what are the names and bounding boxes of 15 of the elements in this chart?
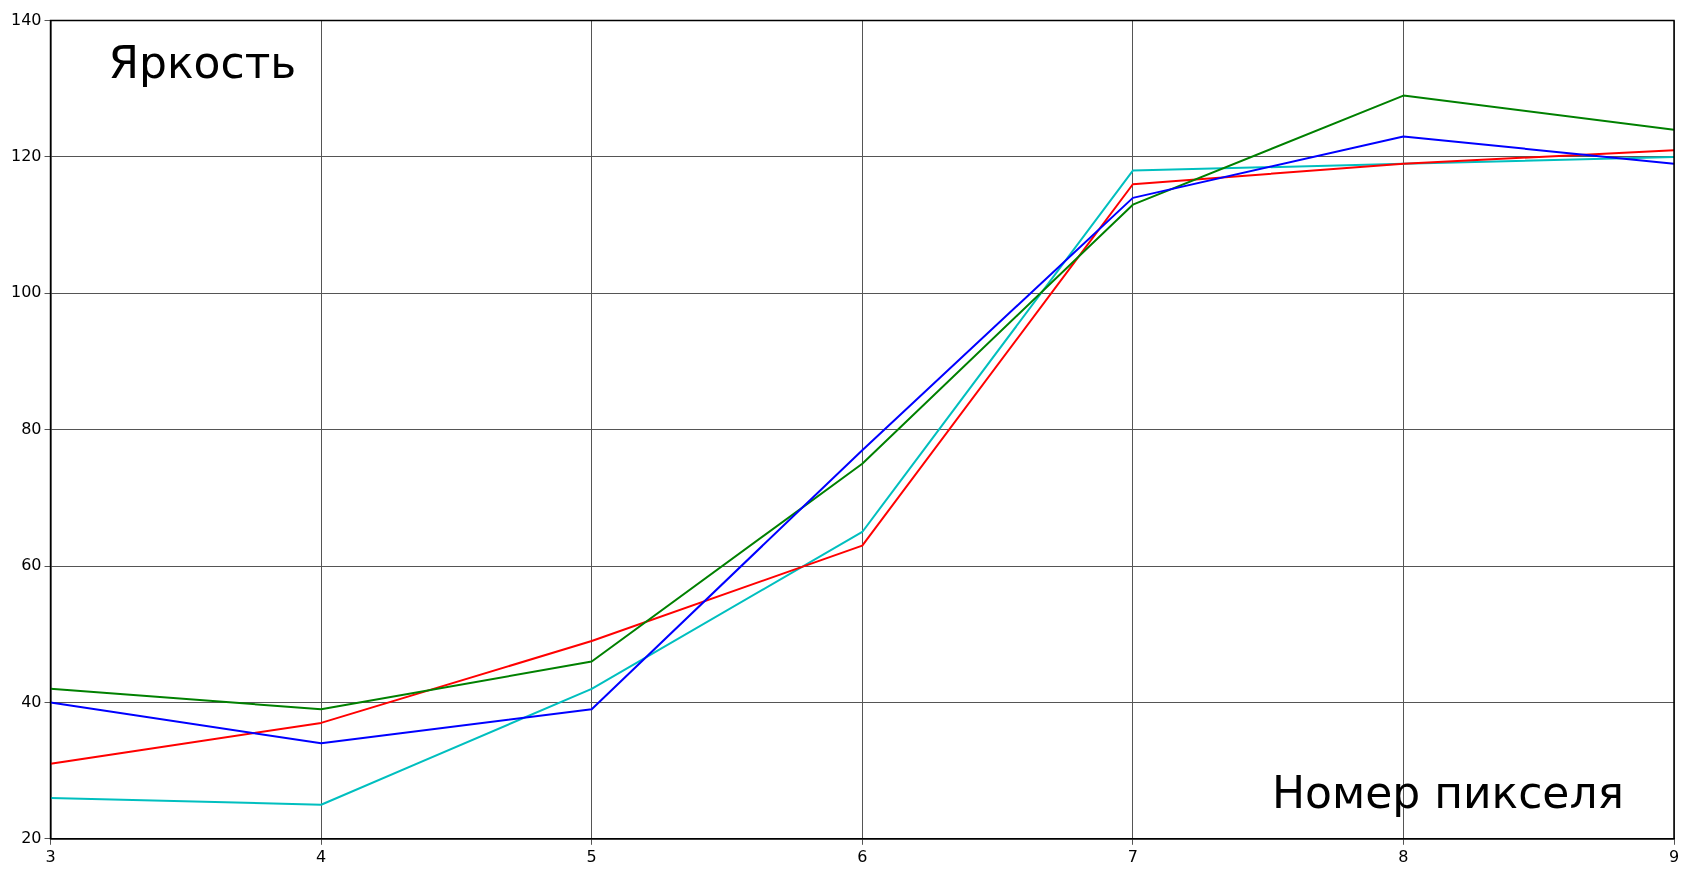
x-tick-label: 6 <box>857 846 868 866</box>
y-tick-label: 20 <box>21 827 42 847</box>
y-tick-label: 60 <box>21 555 42 575</box>
y-tick-label: 100 <box>10 282 42 302</box>
x-tick-label: 8 <box>1398 846 1409 866</box>
y-tick-label: 140 <box>10 9 42 29</box>
y-tick-label: 120 <box>10 146 42 166</box>
y-tick-label: 40 <box>21 691 42 711</box>
x-tick-label: 4 <box>316 846 327 866</box>
y-axis-title: Яркость <box>108 37 297 89</box>
x-tick-label: 7 <box>1127 846 1138 866</box>
y-tick-label: 80 <box>21 418 42 438</box>
x-tick-label: 3 <box>45 846 56 866</box>
x-tick-label: 9 <box>1668 846 1680 866</box>
x-tick-label: 5 <box>586 846 597 866</box>
